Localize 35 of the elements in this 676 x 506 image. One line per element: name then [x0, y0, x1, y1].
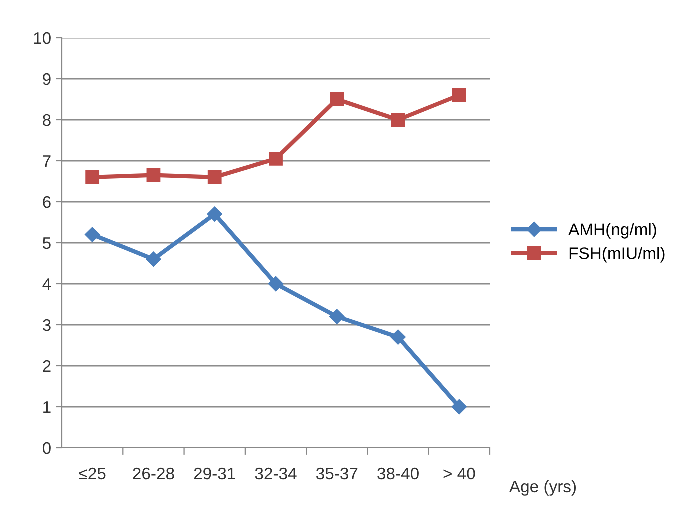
- point: [452, 88, 466, 102]
- point: [330, 309, 345, 324]
- y-tick-label: 2: [43, 360, 51, 372]
- point: [268, 276, 284, 292]
- point: [330, 92, 344, 106]
- x-tick-label: 32-34: [255, 468, 297, 480]
- legend-label: FSH(mIU/ml): [570, 247, 665, 263]
- x-tick-label: ≤25: [79, 468, 106, 480]
- point: [86, 170, 100, 184]
- point: [390, 330, 406, 345]
- x-axis-title: Age (yrs): [509, 480, 576, 496]
- point: [452, 399, 467, 415]
- y-tick-label: 5: [42, 238, 51, 250]
- legend-label: AMH(ng/ml): [568, 223, 656, 239]
- y-tick-label: 10: [34, 32, 51, 44]
- y-tick-label: 3: [42, 319, 51, 332]
- y-tick-label: 8: [43, 114, 51, 126]
- y-tick-label: 1: [44, 402, 51, 414]
- x-tick-label: 29-31: [194, 468, 236, 480]
- point: [269, 152, 283, 166]
- point: [146, 252, 162, 267]
- point: [146, 168, 161, 182]
- x-tick-label: 38-40: [378, 468, 419, 480]
- y-tick-label: 7: [43, 156, 51, 168]
- point: [85, 227, 100, 242]
- point: [208, 170, 222, 184]
- y-tick-label: 9: [43, 73, 51, 86]
- point: [207, 206, 222, 222]
- x-tick-label: > 40: [444, 468, 476, 480]
- x-tick-label: 26-28: [133, 468, 174, 480]
- y-tick-label: 4: [42, 278, 52, 290]
- y-tick-label: 0: [42, 442, 51, 454]
- x-tick-label: 35-37: [316, 468, 358, 480]
- y-tick-label: 6: [43, 196, 51, 208]
- point: [391, 113, 406, 127]
